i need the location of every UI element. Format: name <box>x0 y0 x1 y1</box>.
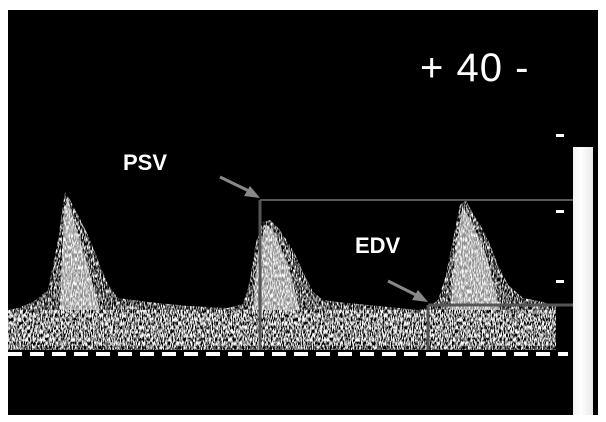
velocity-scale-bar <box>573 147 593 415</box>
edv-marker <box>426 303 578 350</box>
psv-label: PSV <box>123 150 168 175</box>
edv-arrow <box>387 279 428 302</box>
doppler-display: PSV EDV + 40 - <box>8 10 598 415</box>
doppler-waveform <box>8 192 556 350</box>
scale-tick <box>556 134 564 137</box>
scale-tick <box>556 280 564 283</box>
psv-arrow <box>219 175 260 198</box>
psv-marker <box>258 199 578 350</box>
doppler-spectrum-graphic <box>8 175 578 356</box>
velocity-scale-label: + 40 - <box>420 46 530 90</box>
edv-label: EDV <box>355 233 401 258</box>
scale-tick <box>556 210 564 213</box>
